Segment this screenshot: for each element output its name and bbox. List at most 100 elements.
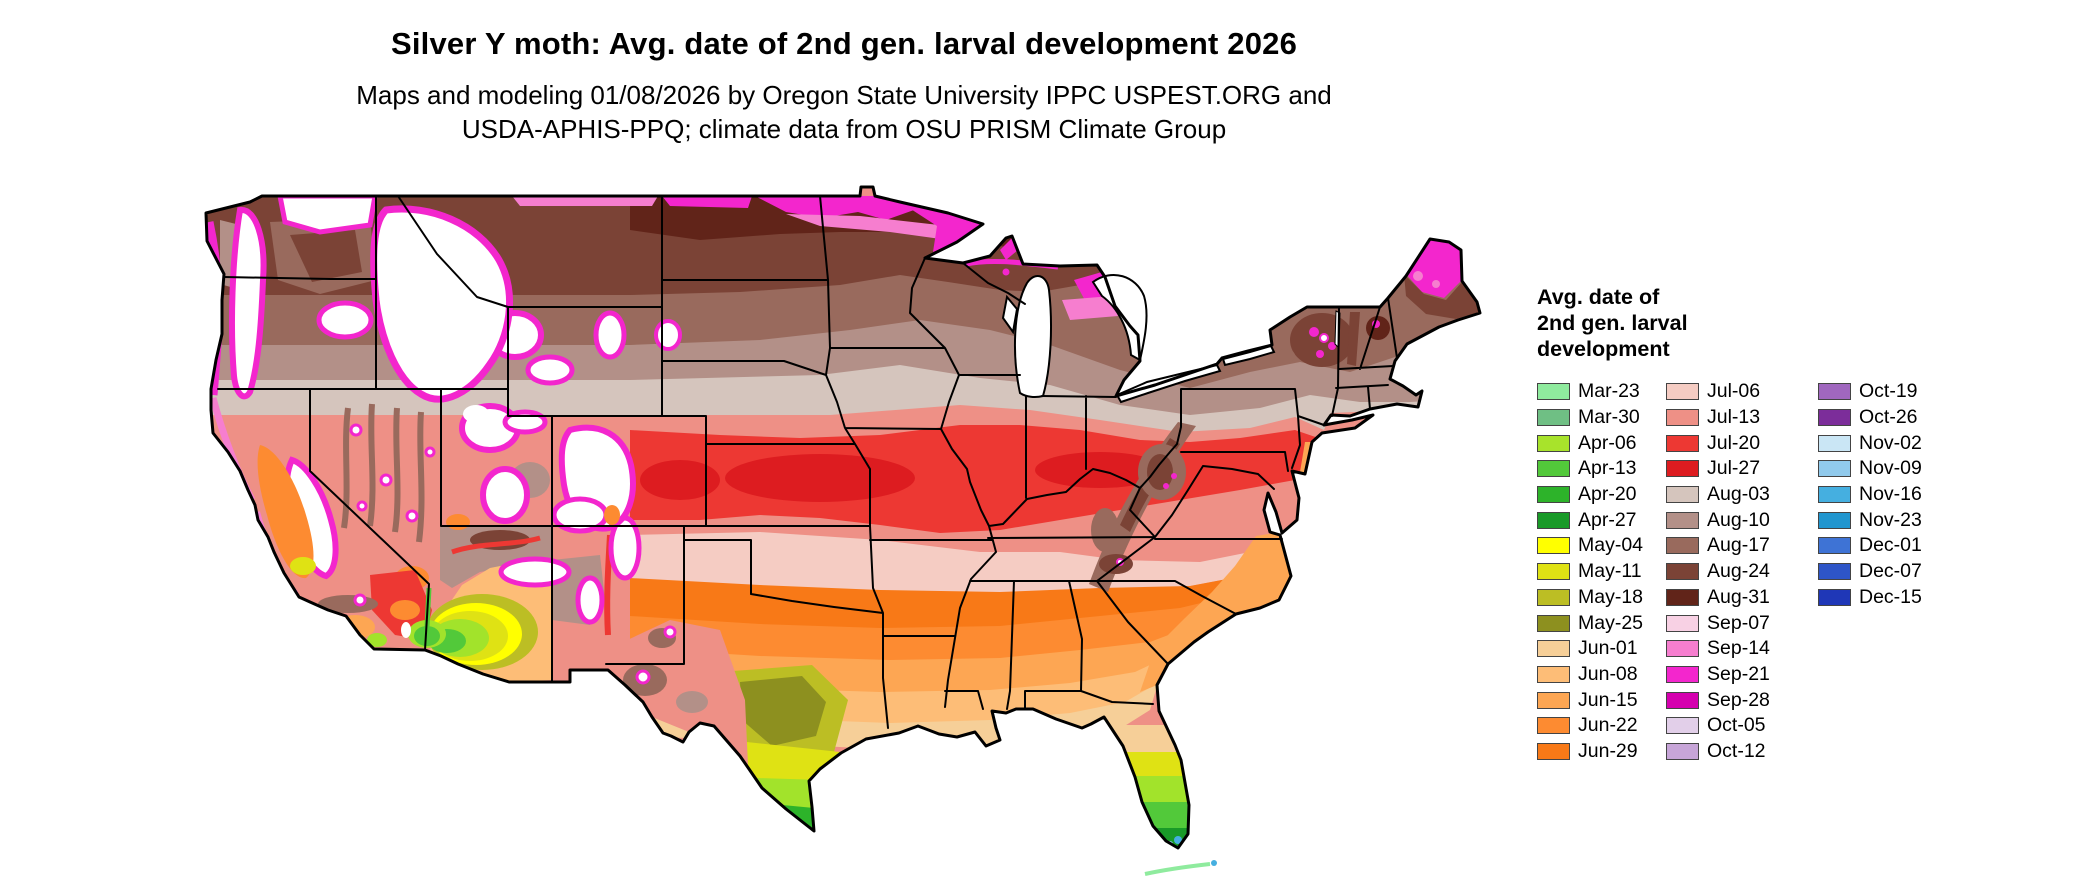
- legend-label: Jun-15: [1578, 688, 1638, 711]
- legend-label: Apr-27: [1578, 508, 1637, 531]
- legend-swatch: [1666, 640, 1699, 658]
- legend-label: Aug-10: [1707, 508, 1770, 531]
- legend-item: Jun-29: [1537, 739, 1666, 765]
- legend-label: Sep-28: [1707, 688, 1770, 711]
- legend-swatch: [1537, 691, 1570, 709]
- keys-dot: [1211, 860, 1217, 866]
- legend-swatch: [1537, 434, 1570, 452]
- legend-label: Jun-01: [1578, 637, 1638, 660]
- legend-item: Jul-13: [1666, 405, 1818, 431]
- florida-keys: [1144, 862, 1211, 876]
- legend-label: Oct-26: [1859, 406, 1918, 429]
- legend-swatch: [1666, 409, 1699, 427]
- legend-label: Jun-22: [1578, 714, 1638, 737]
- legend-label: May-18: [1578, 585, 1644, 608]
- legend-label: May-25: [1578, 611, 1644, 634]
- legend-title-line-3: development: [1537, 337, 1670, 361]
- legend-item: Apr-20: [1537, 482, 1666, 508]
- legend-item: Jul-20: [1666, 430, 1818, 456]
- legend-swatch: [1818, 588, 1851, 606]
- legend-swatch: [1537, 460, 1570, 478]
- legend-item: Oct-19: [1818, 379, 1947, 405]
- us-map: [204, 185, 1482, 876]
- legend-item: Sep-07: [1666, 610, 1818, 636]
- legend-label: Jul-27: [1707, 457, 1761, 480]
- legend-label: Apr-20: [1578, 483, 1637, 506]
- legend-item: Mar-23: [1537, 379, 1666, 405]
- subtitle-line-1: Maps and modeling 01/08/2026 by Oregon S…: [356, 80, 1332, 110]
- subtitle-line-2: USDA-APHIS-PPQ; climate data from OSU PR…: [461, 114, 1227, 144]
- legend-label: Aug-03: [1707, 483, 1770, 506]
- legend-item: Jun-08: [1537, 662, 1666, 688]
- lake-huron: [1091, 273, 1148, 362]
- legend-swatch: [1537, 537, 1570, 555]
- legend-swatch: [1666, 588, 1699, 606]
- legend-label: Jun-08: [1578, 662, 1638, 685]
- legend-swatch: [1537, 614, 1570, 632]
- legend-item: May-04: [1537, 533, 1666, 559]
- legend-title-line-1: Avg. date of: [1537, 285, 1660, 309]
- legend-swatch: [1537, 409, 1570, 427]
- legend-item: Oct-05: [1666, 713, 1818, 739]
- legend-item: Jun-15: [1537, 687, 1666, 713]
- state-borders: [217, 195, 1398, 729]
- legend-item: Aug-17: [1666, 533, 1818, 559]
- us-outline: [204, 185, 1482, 850]
- legend-label: Nov-23: [1859, 508, 1922, 531]
- legend-item: May-11: [1537, 559, 1666, 585]
- legend-item: Aug-10: [1666, 507, 1818, 533]
- legend-swatch: [1666, 511, 1699, 529]
- legend-swatch: [1666, 537, 1699, 555]
- legend-swatch: [1666, 563, 1699, 581]
- legend-swatch: [1818, 563, 1851, 581]
- legend-swatch: [1666, 460, 1699, 478]
- legend-label: Mar-23: [1578, 380, 1640, 403]
- legend-label: Jul-13: [1707, 406, 1761, 429]
- legend-column: Mar-23 Mar-30 Apr-06 Apr-13 Apr-20 Apr-27 May-…: [1537, 379, 1666, 764]
- legend-label: Dec-07: [1859, 560, 1922, 583]
- legend-swatch: [1537, 717, 1570, 735]
- legend-label: Apr-13: [1578, 457, 1637, 480]
- legend-item: Jun-01: [1537, 636, 1666, 662]
- legend-item: Oct-26: [1818, 405, 1947, 431]
- legend-swatch: [1818, 511, 1851, 529]
- legend-label: Sep-21: [1707, 662, 1770, 685]
- legend-item: Jun-22: [1537, 713, 1666, 739]
- legend-label: Sep-14: [1707, 637, 1770, 660]
- legend-swatch: [1666, 486, 1699, 504]
- legend-label: Oct-19: [1859, 380, 1918, 403]
- legend-label: May-11: [1578, 560, 1642, 583]
- legend-label: Aug-31: [1707, 585, 1770, 608]
- legend-label: Dec-15: [1859, 585, 1922, 608]
- legend-item: Oct-12: [1666, 739, 1818, 765]
- legend-item: Apr-06: [1537, 430, 1666, 456]
- legend-swatch: [1537, 383, 1570, 401]
- legend-item: Nov-09: [1818, 456, 1947, 482]
- legend-swatch: [1818, 537, 1851, 555]
- lake-erie: [1115, 363, 1222, 404]
- legend-item: Nov-23: [1818, 507, 1947, 533]
- legend-swatch: [1818, 434, 1851, 452]
- legend-label: Mar-30: [1578, 406, 1640, 429]
- legend-swatch: [1666, 691, 1699, 709]
- legend-swatch: [1818, 409, 1851, 427]
- legend-label: Dec-01: [1859, 534, 1922, 557]
- legend-item: Dec-01: [1818, 533, 1947, 559]
- legend-item: Dec-07: [1818, 559, 1947, 585]
- legend-label: Jun-29: [1578, 739, 1638, 762]
- legend-item: May-18: [1537, 585, 1666, 611]
- legend-column: Jul-06 Jul-13 Jul-20 Jul-27 Aug-03 Aug-10 Aug-…: [1666, 379, 1818, 764]
- legend-item: Nov-02: [1818, 430, 1947, 456]
- legend-column: Oct-19 Oct-26 Nov-02 Nov-09 Nov-16 Nov-23 Dec-…: [1818, 379, 1947, 764]
- legend-swatch: [1666, 383, 1699, 401]
- title-block: Silver Y moth: Avg. date of 2nd gen. lar…: [0, 0, 1688, 146]
- raster-layer: [206, 187, 1480, 848]
- legend-item: May-25: [1537, 610, 1666, 636]
- legend-label: Aug-24: [1707, 560, 1770, 583]
- legend-item: Dec-15: [1818, 585, 1947, 611]
- legend-swatch: [1537, 640, 1570, 658]
- legend-item: Aug-03: [1666, 482, 1818, 508]
- legend-label: Nov-02: [1859, 431, 1922, 454]
- legend-item: Sep-21: [1666, 662, 1818, 688]
- legend-swatch: [1818, 486, 1851, 504]
